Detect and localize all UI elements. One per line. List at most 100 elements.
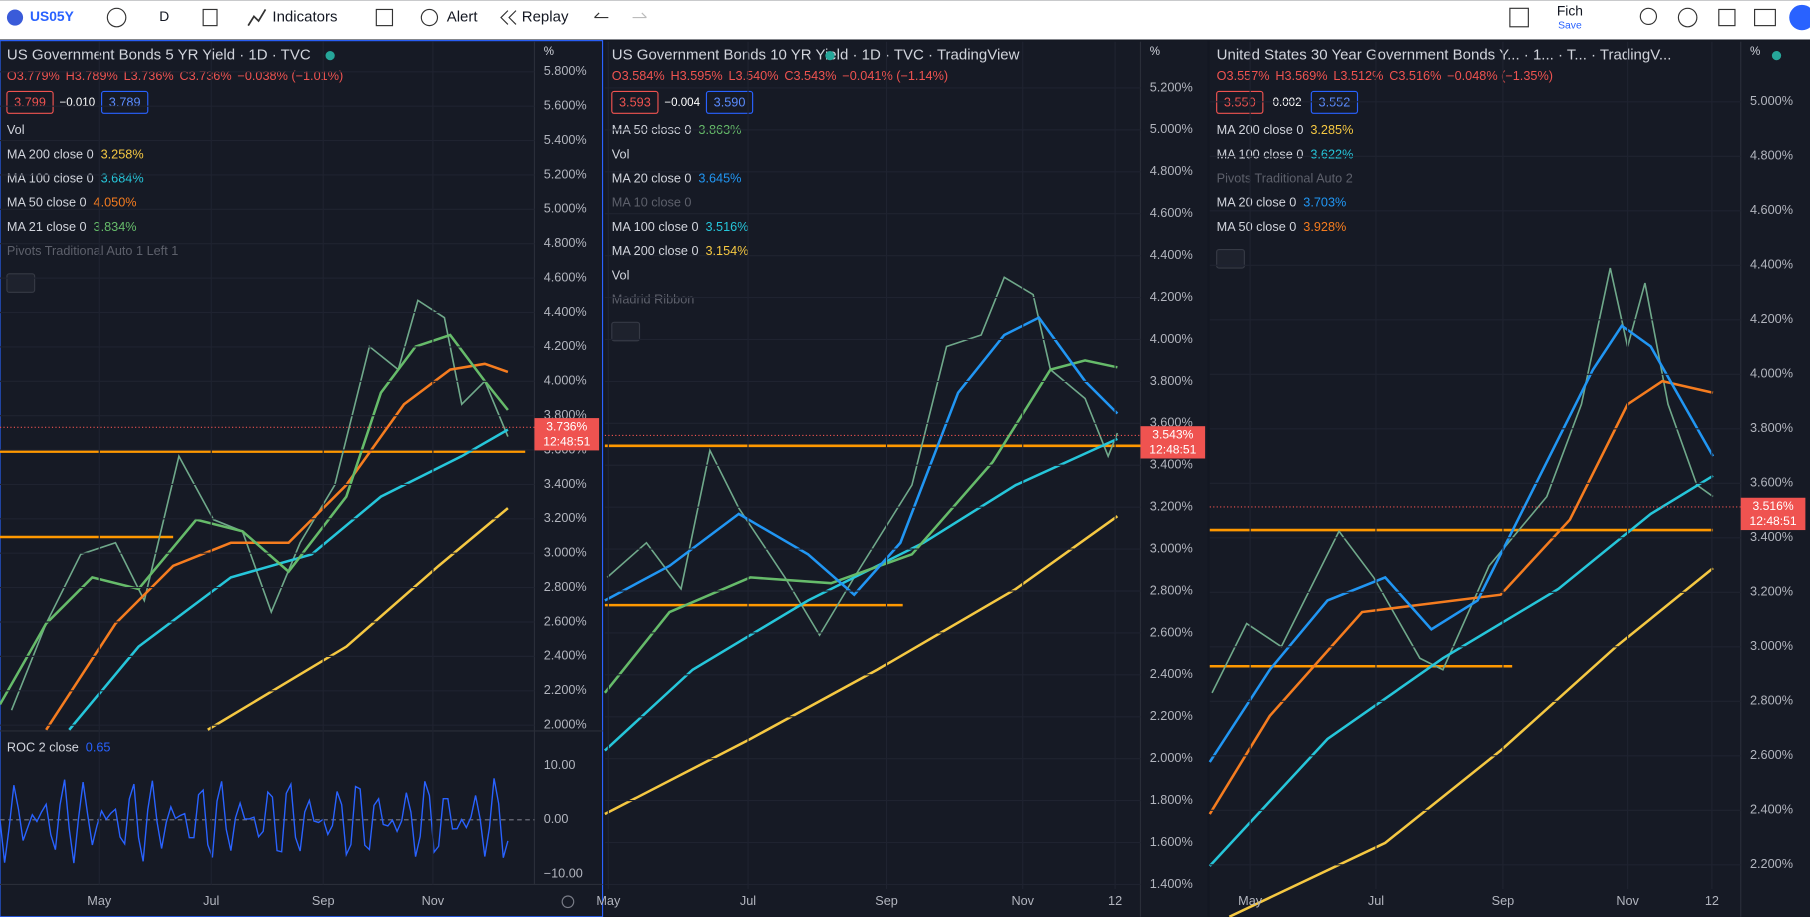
ma-50 [1208, 379, 1714, 815]
ohlc-value: −0.041% (−1.14%) [842, 69, 948, 83]
y-tick-label: 2.800% [1150, 583, 1193, 597]
undo-button[interactable] [594, 12, 609, 19]
y-tick-label: 3.400% [1150, 458, 1193, 472]
y-tick-label: 2.200% [544, 683, 587, 697]
legend-value: 3.154% [705, 244, 748, 258]
ohlc-value: L3.512% [1333, 69, 1383, 83]
ask: 3.590 [714, 95, 746, 109]
legend-value: 3.645% [698, 172, 741, 186]
add-symbol[interactable] [106, 7, 127, 28]
fullscreen-button[interactable] [1718, 8, 1736, 27]
ohlc-value: C3.543% [784, 69, 836, 83]
ohlc-value: L3.736% [124, 69, 174, 83]
countdown: 12:48:51 [1149, 443, 1196, 457]
x-tick-label: Nov [1011, 894, 1034, 908]
y-tick-label: 3.800% [1150, 374, 1193, 388]
flag-icon [6, 9, 24, 26]
y-tick-label: 3.000% [544, 546, 587, 560]
ohlc-value: O3.779% [7, 69, 60, 83]
bid-box [6, 90, 54, 114]
bid-box [611, 90, 659, 114]
legend-value: 3.285% [1310, 123, 1353, 137]
price-line [606, 276, 1119, 637]
ohlc-value: H3.789% [66, 69, 118, 83]
roc-tick-label: 0.00 [544, 812, 569, 826]
y-tick-label: 5.600% [544, 99, 587, 113]
replay-button[interactable]: Replay [522, 9, 569, 26]
snapshot-button[interactable] [1754, 8, 1776, 27]
legend-name: MA 20 close 0 [612, 172, 692, 186]
y-tick-label: 2.800% [544, 580, 587, 594]
chart-type[interactable] [202, 8, 218, 27]
y-tick-label: 5.400% [544, 133, 587, 147]
legend-name: MA 100 close 0 [7, 172, 94, 186]
collapse-button[interactable] [6, 273, 36, 293]
legend-value: 3.258% [101, 147, 144, 161]
legend-name: MA 100 close 0 [1217, 147, 1304, 161]
ohlc-value: L3.540% [728, 69, 778, 83]
y-tick-label: 3.800% [1750, 421, 1793, 435]
layout-select[interactable] [1509, 7, 1529, 28]
layout-button[interactable] [375, 8, 394, 27]
collapse-button[interactable] [611, 321, 641, 342]
legend-value: 3.834% [94, 220, 137, 234]
x-tick-label: 12 [1108, 894, 1122, 908]
y-tick-label: 4.200% [544, 339, 587, 353]
legend-name: Pivots Traditional Auto 1 Left 1 [7, 244, 178, 258]
legend-name: Madrid Ribbon [612, 293, 695, 307]
publish-button[interactable] [1789, 4, 1810, 31]
y-tick-label: 2.000% [1150, 751, 1193, 765]
spread: −0.010 [60, 97, 96, 109]
y-tick-label: 2.400% [1150, 667, 1193, 681]
ohlc-value: −0.038% (−1.01%) [237, 69, 343, 83]
indicators-button[interactable]: Indicators [272, 9, 337, 26]
ohlc-value: O3.557% [1217, 69, 1270, 83]
settings-button[interactable] [1677, 7, 1698, 28]
legend-name: MA 200 close 0 [1217, 123, 1304, 137]
symbol[interactable]: US05Y [30, 8, 75, 24]
legend-name: MA 10 close 0 [612, 196, 692, 210]
x-tick-label: Sep [875, 894, 898, 908]
search-button[interactable] [1639, 7, 1658, 26]
y-tick-label: 3.400% [1750, 530, 1793, 544]
x-tick-label: Jul [740, 894, 756, 908]
y-tick-label: 4.800% [1750, 149, 1793, 163]
interval[interactable]: D [159, 8, 169, 24]
legend-name: MA 100 close 0 [612, 220, 699, 234]
axis-unit: % [1150, 46, 1160, 58]
ohlc-value: O3.584% [612, 69, 665, 83]
save-label[interactable]: Save [1558, 20, 1582, 31]
status-dot [1771, 51, 1782, 61]
y-tick-label: 2.200% [1750, 857, 1793, 871]
x-tick-label: Jul [203, 894, 219, 908]
alert-button[interactable]: Alert [447, 9, 479, 26]
collapse-button[interactable] [1216, 248, 1245, 269]
price-label-box [1740, 497, 1806, 531]
roc-tick-label: 10.00 [544, 758, 576, 772]
y-tick-label: 5.000% [1750, 94, 1793, 108]
y-tick-label: 5.800% [544, 64, 587, 78]
panel-title: US Government Bonds 10 YR Yield · 1D · T… [612, 47, 1020, 64]
settings-gear[interactable] [561, 895, 575, 909]
save-name[interactable]: Fich [1557, 2, 1583, 18]
roc-value: 0.65 [86, 741, 111, 755]
panel-2 [604, 40, 1208, 917]
panel-1 [0, 40, 604, 917]
y-tick-label: 4.000% [1750, 367, 1793, 381]
y-tick-label: 4.600% [544, 270, 587, 284]
y-tick-label: 5.200% [1150, 80, 1193, 94]
redo-button[interactable] [632, 12, 647, 19]
legend-name: MA 21 close 0 [7, 220, 87, 234]
x-tick-label: May [87, 894, 112, 908]
legend-value: 3.622% [1310, 147, 1353, 161]
legend-name: MA 50 close 0 [7, 196, 87, 210]
legend-name: Vol [7, 123, 25, 137]
panel-title: United States 30 Year Government Bonds Y… [1217, 47, 1672, 64]
price-line [1211, 267, 1714, 694]
x-tick-label: Sep [1492, 894, 1515, 908]
y-tick-label: 2.600% [1750, 748, 1793, 762]
bid: 3.593 [619, 95, 651, 109]
ma-20 [604, 316, 1119, 602]
